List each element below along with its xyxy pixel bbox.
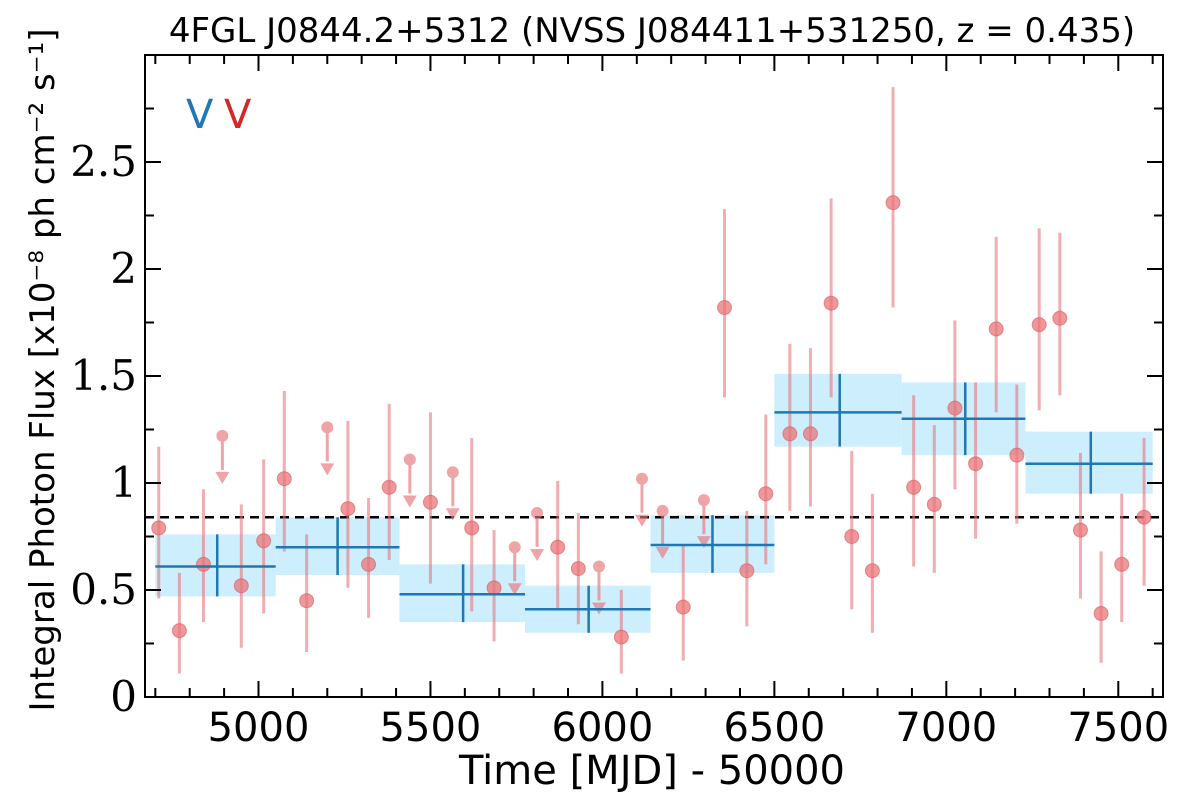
upper-limit-4	[507, 541, 522, 596]
detection-point-35	[1093, 606, 1109, 622]
upper-limit-3	[445, 466, 460, 521]
upper-limit-arrow-3	[445, 508, 460, 521]
detection-point-37	[1136, 509, 1152, 525]
detection-point-8	[361, 556, 377, 572]
detection-point-20	[782, 426, 798, 442]
binned-crosses-layer	[155, 373, 1153, 633]
detection-point-32	[1031, 317, 1047, 333]
detection-point-36	[1114, 556, 1130, 572]
detection-point-9	[381, 479, 397, 495]
detection-point-18	[739, 563, 755, 579]
detection-point-13	[550, 539, 566, 555]
detection-point-26	[906, 479, 922, 495]
legend-marker-detections: V	[224, 92, 252, 138]
x-axis-label: Time [MJD] - 50000	[458, 748, 845, 794]
detection-point-25	[885, 195, 901, 211]
y-axis-label: Integral Photon Flux [x10⁻⁸ ph cm⁻² s⁻¹]	[23, 28, 63, 711]
upper-limit-arrow-5	[530, 548, 545, 561]
detection-point-5	[276, 471, 292, 487]
detection-point-23	[844, 529, 860, 544]
detection-point-21	[802, 426, 818, 442]
upper-limit-2	[402, 453, 417, 508]
detection-point-6	[299, 593, 315, 609]
detection-point-28	[947, 400, 963, 416]
upper-limit-arrow-9	[696, 536, 711, 549]
detection-point-1	[171, 623, 187, 639]
x-tick-label-0: 5000	[208, 705, 310, 751]
detection-point-14	[570, 561, 586, 577]
upper-limit-arrow-2	[402, 495, 417, 508]
upper-limit-8	[655, 504, 670, 559]
y-tick-label-0: 0	[110, 672, 137, 721]
detection-point-16	[675, 599, 691, 615]
x-tick-label-2: 6000	[552, 705, 654, 751]
y-tick-label-1: 0.5	[70, 565, 137, 614]
upper-limit-9	[696, 494, 711, 549]
chart-title: 4FGL J0844.2+5312 (NVSS J084411+531250, …	[169, 11, 1135, 51]
upper-limit-arrow-8	[655, 546, 670, 559]
upper-limit-arrow-0	[215, 471, 230, 484]
x-tick-label-4: 7000	[895, 705, 997, 751]
detection-point-29	[968, 456, 984, 472]
y-tick-label-4: 2	[110, 244, 137, 293]
y-tick-label-2: 1	[110, 458, 137, 507]
legend-marker-binned: V	[186, 92, 214, 138]
y-tick-label-3: 1.5	[70, 351, 137, 400]
detection-point-33	[1052, 310, 1068, 326]
detection-point-3	[233, 578, 249, 594]
detection-point-19	[758, 486, 774, 502]
detection-point-24	[864, 563, 880, 579]
y-tick-label-5: 2.5	[70, 137, 137, 186]
detection-point-30	[988, 321, 1004, 337]
detection-point-31	[1009, 447, 1025, 463]
detection-point-10	[422, 494, 438, 510]
upper-limit-1	[320, 421, 335, 476]
upper-limit-arrow-1	[320, 463, 335, 476]
detection-point-15	[613, 629, 629, 645]
upper-limits-layer	[215, 421, 711, 615]
ticks-layer: 5000 5500 6000 6500 7000 7500 0 0.5 1 1.5 2 2.5	[70, 55, 1169, 751]
detection-point-22	[823, 295, 839, 311]
upper-limit-7	[634, 472, 649, 527]
upper-limit-0	[215, 429, 230, 484]
upper-limit-arrow-7	[634, 514, 649, 527]
x-tick-label-3: 6500	[723, 705, 825, 751]
detection-point-11	[464, 520, 480, 536]
upper-limit-5	[530, 506, 545, 561]
detection-points-layer	[151, 195, 1152, 645]
detection-point-12	[486, 580, 502, 596]
detection-point-4	[256, 533, 272, 549]
detection-point-7	[340, 501, 356, 517]
upper-limit-arrow-4	[507, 583, 522, 596]
x-tick-label-1: 5500	[380, 705, 482, 751]
x-tick-label-5: 7500	[1067, 705, 1169, 751]
detection-point-27	[926, 496, 942, 512]
detection-point-2	[195, 556, 211, 572]
detection-point-34	[1072, 522, 1088, 538]
detection-point-17	[717, 300, 733, 316]
detection-point-0	[151, 520, 167, 536]
